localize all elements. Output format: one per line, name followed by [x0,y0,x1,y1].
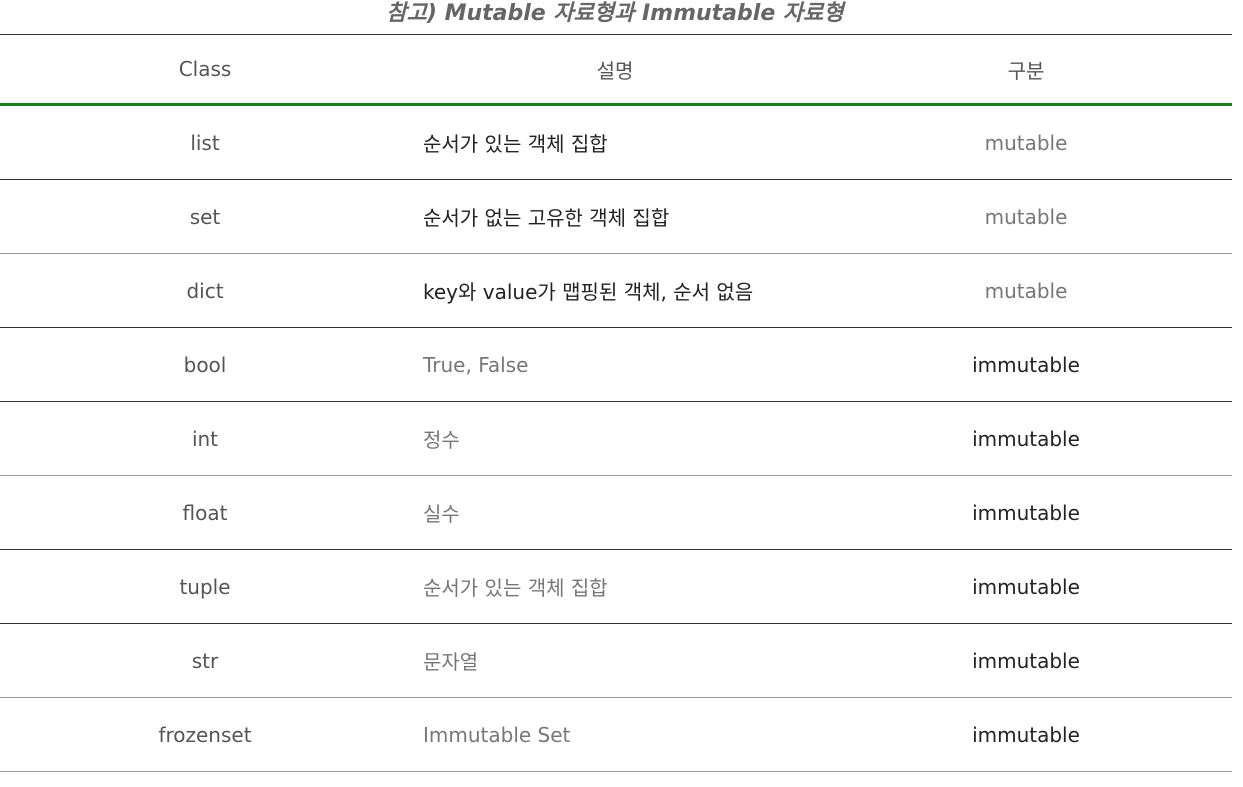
category-cell: mutable [984,204,1068,229]
class-cell: dict [186,278,224,303]
category-cell: immutable [972,648,1080,673]
table-row: dict key와 value가 맵핑된 객체, 순서 없음 mutable [0,254,1232,328]
mutable-immutable-table: Class 설명 구분 list 순서가 있는 객체 집합 mutable se… [0,34,1232,772]
header-description: 설명 [596,58,634,83]
description-cell: key와 value가 맵핑된 객체, 순서 없음 [423,280,754,304]
class-cell: bool [183,352,227,377]
category-cell: immutable [972,500,1080,525]
class-cell: str [191,648,219,673]
table-row: str 문자열 immutable [0,624,1232,698]
description-cell: Immutable Set [423,722,571,747]
table-row: int 정수 immutable [0,402,1232,476]
category-cell: immutable [972,426,1080,451]
table-row: float 실수 immutable [0,476,1232,550]
class-cell: float [182,500,228,525]
description-cell: 순서가 있는 객체 집합 [423,132,608,156]
category-cell: immutable [972,574,1080,599]
description-cell: 순서가 있는 객체 집합 [423,576,608,600]
table-row: tuple 순서가 있는 객체 집합 immutable [0,550,1232,624]
description-cell: 실수 [423,502,460,526]
description-cell: 순서가 없는 고유한 객체 집합 [423,206,670,230]
class-cell: int [191,426,219,451]
class-cell: tuple [179,574,231,599]
class-cell: set [189,204,221,229]
table-row: set 순서가 없는 고유한 객체 집합 mutable [0,180,1232,254]
table-header-row: Class 설명 구분 [0,34,1232,106]
table-caption: 참고) Mutable 자료형과 Immutable 자료형 [386,1,844,26]
table-row: frozenset Immutable Set immutable [0,698,1232,772]
category-cell: immutable [972,722,1080,747]
category-cell: mutable [984,278,1068,303]
description-cell: True, False [423,352,529,377]
class-cell: frozenset [158,722,252,747]
header-category: 구분 [1007,58,1045,83]
class-cell: list [190,130,220,155]
header-class: Class [178,57,232,81]
description-cell: 정수 [423,428,460,452]
description-cell: 문자열 [423,650,479,674]
table-row: list 순서가 있는 객체 집합 mutable [0,106,1232,180]
table-row: bool True, False immutable [0,328,1232,402]
category-cell: mutable [984,130,1068,155]
category-cell: immutable [972,352,1080,377]
